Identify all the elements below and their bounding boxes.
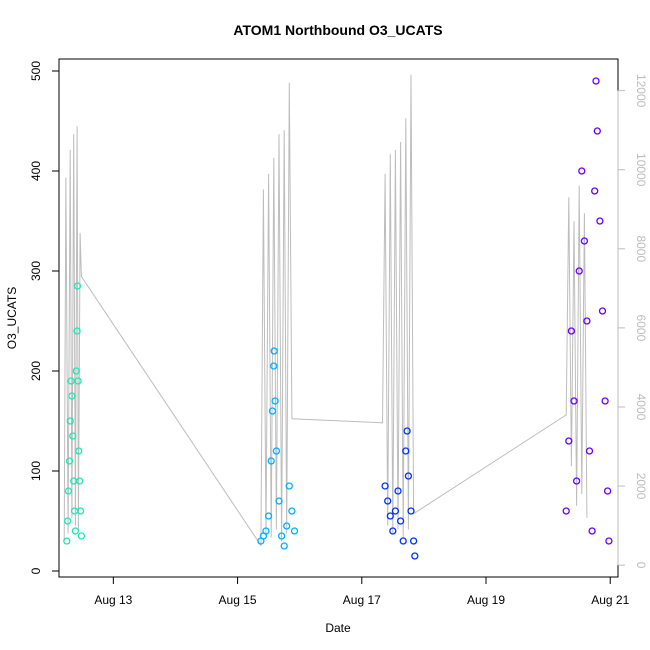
right-axis-trace xyxy=(63,74,588,548)
plot-frame xyxy=(58,58,619,578)
data-point xyxy=(407,507,415,515)
data-point xyxy=(580,237,589,245)
data-point xyxy=(562,507,570,515)
data-point xyxy=(404,472,413,480)
x-axis-label: Date xyxy=(325,621,351,635)
y-left-tick-label: 200 xyxy=(29,361,43,381)
data-point xyxy=(272,447,281,455)
data-point xyxy=(585,447,594,455)
y-axis-right: 0 2000 4000 6000 8000 10000 12000 xyxy=(617,74,648,569)
data-point xyxy=(603,487,612,495)
data-point xyxy=(71,527,80,535)
data-point xyxy=(264,512,273,520)
data-point xyxy=(565,437,573,445)
data-point xyxy=(64,487,73,495)
x-tick-label: Aug 21 xyxy=(591,593,629,607)
data-point xyxy=(288,507,296,515)
x-tick-label: Aug 19 xyxy=(467,593,505,607)
data-point xyxy=(267,457,275,465)
data-point xyxy=(411,552,419,560)
x-axis: Aug 13 Aug 15 Aug 17 Aug 19 Aug 21 xyxy=(94,577,630,607)
data-point xyxy=(270,347,278,355)
data-point xyxy=(384,497,392,505)
data-point xyxy=(270,362,278,370)
data-point xyxy=(572,477,581,485)
data-point xyxy=(592,77,600,85)
data-point xyxy=(391,507,400,515)
x-tick-label: Aug 15 xyxy=(219,593,257,607)
y-left-tick-label: 400 xyxy=(29,161,43,181)
y-left-tick-label: 300 xyxy=(29,261,43,281)
data-point xyxy=(77,532,86,540)
data-point xyxy=(63,517,72,525)
data-point xyxy=(69,432,77,440)
data-point xyxy=(63,537,71,545)
data-point xyxy=(583,317,591,325)
data-point xyxy=(402,447,410,455)
y-right-tick-label: 8000 xyxy=(634,235,648,262)
data-point xyxy=(567,327,576,335)
data-point xyxy=(570,397,578,405)
data-point xyxy=(596,217,604,225)
data-point xyxy=(72,367,80,375)
data-points xyxy=(63,77,613,560)
y-left-tick-label: 100 xyxy=(29,461,43,481)
data-point xyxy=(76,477,84,485)
y-right-tick-label: 2000 xyxy=(634,473,648,500)
data-point xyxy=(275,497,283,505)
data-point xyxy=(290,527,299,535)
y-right-tick-label: 12000 xyxy=(634,74,648,108)
data-point xyxy=(65,457,74,465)
data-point xyxy=(593,127,601,135)
data-point xyxy=(262,527,270,535)
series-1 xyxy=(63,282,86,545)
data-point xyxy=(66,417,74,425)
data-point xyxy=(277,532,286,540)
series-3 xyxy=(381,427,419,560)
data-point xyxy=(271,397,279,405)
data-point xyxy=(283,522,291,530)
data-point xyxy=(389,527,397,535)
x-tick-label: Aug 17 xyxy=(343,593,381,607)
y-left-tick-label: 0 xyxy=(29,567,43,574)
data-point xyxy=(285,482,293,490)
data-point xyxy=(396,517,405,525)
data-point xyxy=(605,537,613,545)
data-point xyxy=(74,377,82,385)
data-point xyxy=(409,537,418,545)
series-2 xyxy=(257,347,299,550)
data-point xyxy=(76,507,85,515)
data-point xyxy=(598,307,607,315)
data-point xyxy=(73,327,81,335)
right-trace-line xyxy=(63,74,588,548)
data-point xyxy=(381,482,389,490)
y-axis-label: O3_UCATS xyxy=(5,287,19,349)
y-left-tick-label: 500 xyxy=(29,61,43,81)
y-right-tick-label: 10000 xyxy=(634,153,648,187)
data-point xyxy=(68,392,76,400)
data-point xyxy=(73,282,82,290)
data-point xyxy=(403,427,411,435)
y-right-tick-label: 4000 xyxy=(634,394,648,421)
y-axis-left: 0 100 200 300 400 500 xyxy=(29,61,59,574)
data-point xyxy=(394,487,402,495)
data-point xyxy=(268,407,277,415)
y-right-tick-label: 6000 xyxy=(634,315,648,342)
x-tick-label: Aug 13 xyxy=(94,593,132,607)
y-right-tick-label: 0 xyxy=(634,562,648,569)
data-point xyxy=(578,167,586,175)
data-point xyxy=(601,397,609,405)
data-point xyxy=(386,512,394,520)
series-4 xyxy=(562,77,613,545)
data-point xyxy=(67,377,75,385)
data-point xyxy=(575,267,583,275)
data-point xyxy=(591,187,599,195)
data-point xyxy=(75,447,83,455)
data-point xyxy=(399,537,407,545)
chart-title: ATOM1 Northbound O3_UCATS xyxy=(233,22,442,38)
data-point xyxy=(280,542,288,550)
data-point xyxy=(588,527,596,535)
